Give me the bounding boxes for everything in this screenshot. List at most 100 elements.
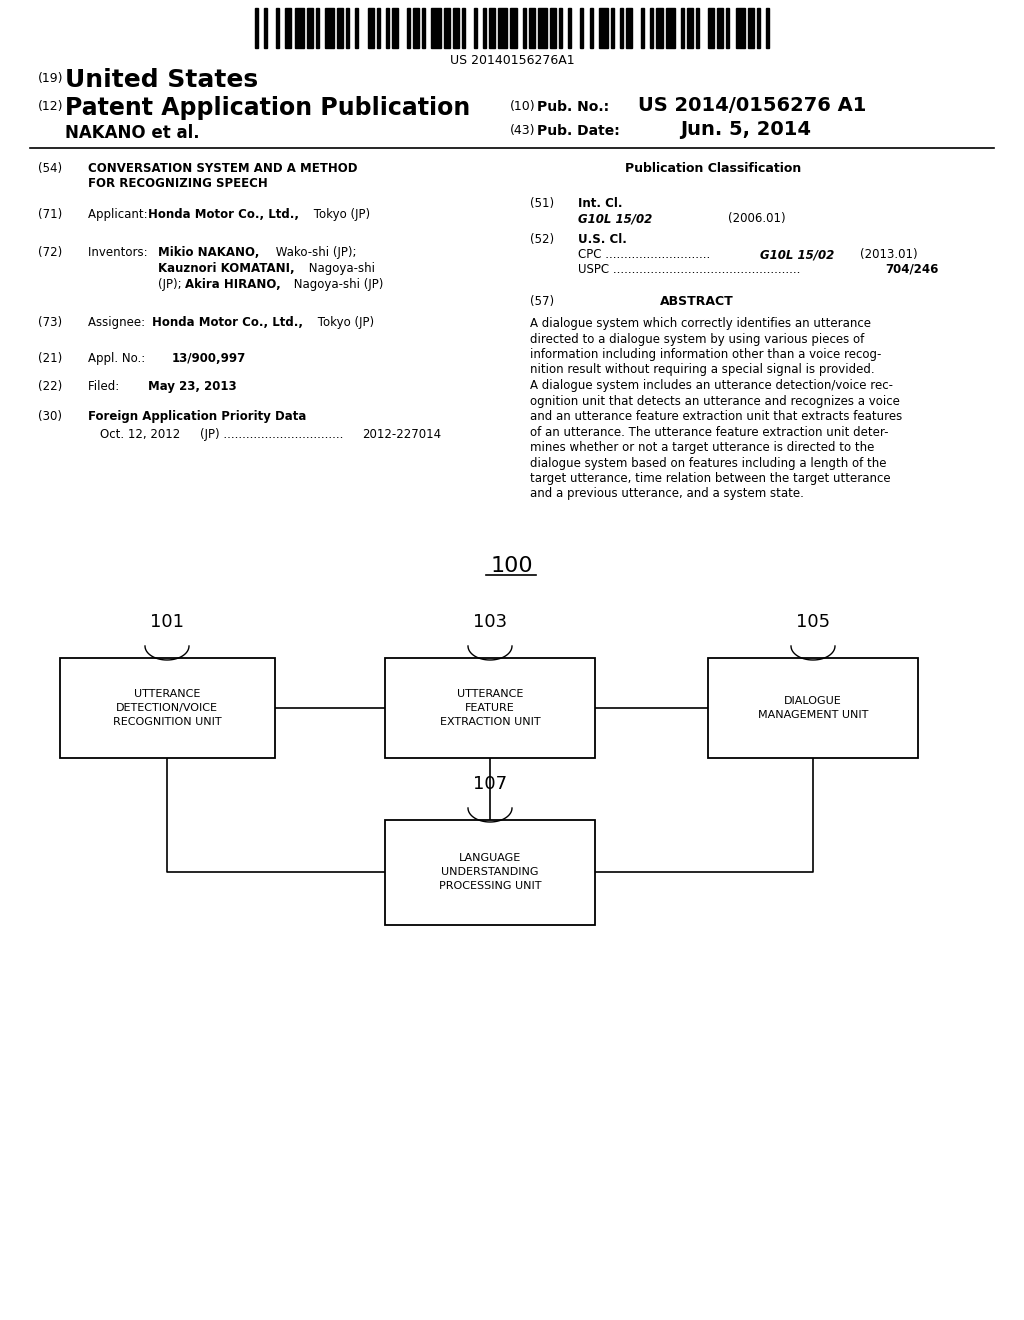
Bar [687, 8, 693, 48]
Bar [766, 8, 769, 48]
Text: of an utterance. The utterance feature extraction unit deter-: of an utterance. The utterance feature e… [530, 425, 889, 438]
Text: Applicant:: Applicant: [88, 209, 152, 220]
Text: (72): (72) [38, 246, 62, 259]
Text: 105: 105 [796, 612, 830, 631]
Text: DIALOGUE
MANAGEMENT UNIT: DIALOGUE MANAGEMENT UNIT [758, 696, 868, 719]
Bar [726, 8, 729, 48]
Bar [538, 8, 547, 48]
Text: nition result without requiring a special signal is provided.: nition result without requiring a specia… [530, 363, 874, 376]
Text: US 20140156276A1: US 20140156276A1 [450, 54, 574, 67]
Bar [590, 8, 593, 48]
Bar [276, 8, 280, 48]
Text: (71): (71) [38, 209, 62, 220]
Text: Honda Motor Co., Ltd.,: Honda Motor Co., Ltd., [148, 209, 299, 220]
Text: information including information other than a voice recog-: information including information other … [530, 348, 882, 360]
Bar [453, 8, 459, 48]
Text: (51): (51) [530, 197, 554, 210]
Text: NAKANO et al.: NAKANO et al. [65, 124, 200, 143]
Text: and an utterance feature extraction unit that extracts features: and an utterance feature extraction unit… [530, 411, 902, 422]
Bar [295, 8, 304, 48]
Bar [489, 8, 496, 48]
Text: (JP) ................................: (JP) ................................ [200, 428, 343, 441]
Bar [650, 8, 653, 48]
Bar [559, 8, 562, 48]
Text: ognition unit that detects an utterance and recognizes a voice: ognition unit that detects an utterance … [530, 395, 900, 408]
Bar [422, 8, 425, 48]
Text: (12): (12) [38, 100, 63, 114]
Bar [337, 8, 343, 48]
Text: Honda Motor Co., Ltd.,: Honda Motor Co., Ltd., [152, 315, 303, 329]
Text: A dialogue system includes an utterance detection/voice rec-: A dialogue system includes an utterance … [530, 379, 893, 392]
Text: Tokyo (JP): Tokyo (JP) [314, 315, 374, 329]
Text: (2006.01): (2006.01) [728, 213, 785, 224]
Text: (10): (10) [510, 100, 536, 114]
Text: ABSTRACT: ABSTRACT [660, 294, 734, 308]
Text: (43): (43) [510, 124, 536, 137]
Bar [413, 8, 419, 48]
Text: Assignee:: Assignee: [88, 315, 153, 329]
Text: Pub. No.:: Pub. No.: [537, 100, 609, 114]
Text: (21): (21) [38, 352, 62, 366]
Text: dialogue system based on features including a length of the: dialogue system based on features includ… [530, 457, 887, 470]
Bar [315, 8, 318, 48]
Bar [599, 8, 608, 48]
Text: 704/246: 704/246 [885, 263, 938, 276]
Bar [408, 8, 411, 48]
Bar [307, 8, 312, 48]
Text: Filed:: Filed: [88, 380, 150, 393]
Text: (57): (57) [530, 294, 554, 308]
Text: (73): (73) [38, 315, 62, 329]
Text: Nagoya-shi (JP): Nagoya-shi (JP) [290, 279, 383, 290]
Text: Akira HIRANO,: Akira HIRANO, [185, 279, 281, 290]
Bar [60, 657, 275, 758]
Bar [735, 8, 744, 48]
Text: Patent Application Publication: Patent Application Publication [65, 96, 470, 120]
Bar [581, 8, 584, 48]
Bar [528, 8, 535, 48]
Text: Wako-shi (JP);: Wako-shi (JP); [272, 246, 356, 259]
Text: (22): (22) [38, 380, 62, 393]
Text: 2012-227014: 2012-227014 [362, 428, 441, 441]
Text: UTTERANCE
DETECTION/VOICE
RECOGNITION UNIT: UTTERANCE DETECTION/VOICE RECOGNITION UN… [113, 689, 221, 727]
Bar [708, 657, 918, 758]
Bar [748, 8, 754, 48]
Text: Appl. No.:: Appl. No.: [88, 352, 153, 366]
Text: (54): (54) [38, 162, 62, 176]
Bar [656, 8, 663, 48]
Bar [483, 8, 486, 48]
Bar [626, 8, 632, 48]
Bar [511, 8, 516, 48]
Bar [666, 8, 675, 48]
Text: Int. Cl.: Int. Cl. [578, 197, 623, 210]
Text: Mikio NAKANO,: Mikio NAKANO, [158, 246, 259, 259]
Text: Kauznori KOMATANI,: Kauznori KOMATANI, [158, 261, 295, 275]
Bar [431, 8, 440, 48]
Bar [325, 8, 334, 48]
Text: A dialogue system which correctly identifies an utterance: A dialogue system which correctly identi… [530, 317, 871, 330]
Bar [474, 8, 477, 48]
Bar [346, 8, 349, 48]
Bar [641, 8, 644, 48]
Text: G10L 15/02: G10L 15/02 [760, 248, 835, 261]
Text: CPC ............................: CPC ............................ [578, 248, 711, 261]
Bar [550, 8, 556, 48]
Bar [681, 8, 684, 48]
Bar [377, 8, 380, 48]
Text: (19): (19) [38, 73, 63, 84]
Text: USPC ..................................................: USPC ...................................… [578, 263, 801, 276]
Text: (2013.01): (2013.01) [860, 248, 918, 261]
Text: Nagoya-shi: Nagoya-shi [305, 261, 375, 275]
Text: directed to a dialogue system by using various pieces of: directed to a dialogue system by using v… [530, 333, 864, 346]
Bar [385, 820, 595, 925]
Bar [717, 8, 723, 48]
Bar [620, 8, 623, 48]
Bar [696, 8, 699, 48]
Bar [355, 8, 358, 48]
Text: and a previous utterance, and a system state.: and a previous utterance, and a system s… [530, 487, 804, 500]
Text: (JP);: (JP); [158, 279, 185, 290]
Text: Pub. Date:: Pub. Date: [537, 124, 620, 139]
Text: 107: 107 [473, 775, 507, 793]
Bar [286, 8, 292, 48]
Text: U.S. Cl.: U.S. Cl. [578, 234, 627, 246]
Text: Foreign Application Priority Data: Foreign Application Priority Data [88, 411, 306, 422]
